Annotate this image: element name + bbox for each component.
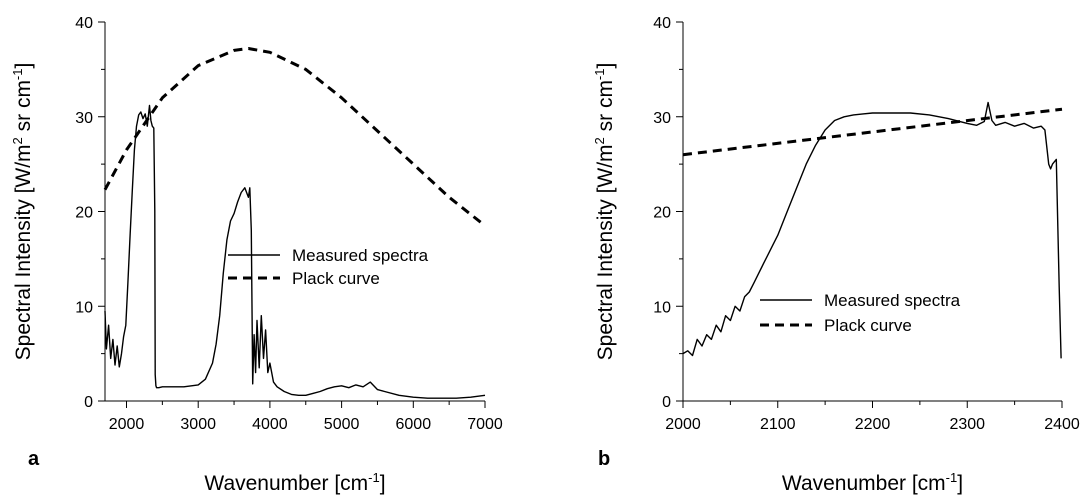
x-axis-title-end: ] xyxy=(957,472,963,495)
x-axis-title-sup: -1 xyxy=(946,470,958,485)
x-axis-title: Wavenumber [cm-1] xyxy=(782,470,963,495)
x-axis-title-text: Wavenumber [cm xyxy=(782,472,946,495)
y-axis-title-sup2: -1 xyxy=(10,68,25,80)
y-tick-label: 20 xyxy=(653,205,671,222)
y-axis-title-text: Spectral Intensity [W/m xyxy=(594,144,617,360)
x-tick-label: 2400 xyxy=(1044,416,1080,433)
y-tick-label: 30 xyxy=(653,110,671,127)
x-tick-label: 3000 xyxy=(180,416,216,433)
y-tick-label: 40 xyxy=(653,15,671,32)
x-tick-label: 4000 xyxy=(252,416,288,433)
legend-label: Plack curve xyxy=(292,269,380,288)
x-tick-label: 2000 xyxy=(665,416,701,433)
x-tick-label: 7000 xyxy=(467,416,503,433)
y-tick-label: 30 xyxy=(75,110,93,127)
x-tick-label: 2300 xyxy=(949,416,985,433)
x-tick-label: 6000 xyxy=(396,416,432,433)
y-tick-label: 0 xyxy=(84,394,93,411)
legend-label: Measured spectra xyxy=(292,246,429,265)
x-axis-title-sup: -1 xyxy=(368,470,380,485)
x-tick-label: 2200 xyxy=(855,416,891,433)
y-axis-title-mid: sr cm xyxy=(12,80,35,137)
panel-label: a xyxy=(28,448,40,470)
planck-curve-line xyxy=(103,47,486,227)
y-axis-title-end: ] xyxy=(594,63,617,69)
chart-panel-a: 0 10 20 30 40 2000 3000 4000 5000 6000 7000 Wavenum… xyxy=(10,15,503,495)
y-axis-title: Spectral Intensity [W/m2 sr cm-1] xyxy=(592,63,617,361)
x-axis-title-end: ] xyxy=(380,472,386,495)
y-tick-label: 20 xyxy=(75,205,93,222)
x-axis-title: Wavenumber [cm-1] xyxy=(204,470,385,495)
measured-spectra-line xyxy=(104,104,486,399)
x-tick-label: 5000 xyxy=(324,416,360,433)
y-axis-title-sup1: 2 xyxy=(10,137,25,144)
y-tick-label: 40 xyxy=(75,15,93,32)
panel-label: b xyxy=(598,448,610,470)
x-tick-label: 2000 xyxy=(109,416,145,433)
legend-label: Measured spectra xyxy=(824,291,961,310)
chart-panel-b: 0 10 20 30 40 2000 2100 2200 2300 2400 Wavenumber … xyxy=(592,15,1080,495)
x-tick-label: 2100 xyxy=(760,416,796,433)
y-tick-label: 10 xyxy=(75,299,93,316)
y-axis-title-sup1: 2 xyxy=(592,137,607,144)
planck-curve-line xyxy=(682,107,1063,157)
y-axis-title-sup2: -1 xyxy=(592,68,607,80)
y-axis-title: Spectral Intensity [W/m2 sr cm-1] xyxy=(10,63,35,361)
x-axis-title-text: Wavenumber [cm xyxy=(204,472,368,495)
y-axis-title-end: ] xyxy=(12,63,35,69)
legend-label: Plack curve xyxy=(824,316,912,335)
measured-spectra-line xyxy=(682,101,1062,359)
y-tick-label: 0 xyxy=(662,394,671,411)
y-axis-title-mid: sr cm xyxy=(594,80,617,137)
y-tick-label: 10 xyxy=(653,299,671,316)
y-axis-title-text: Spectral Intensity [W/m xyxy=(12,144,35,360)
